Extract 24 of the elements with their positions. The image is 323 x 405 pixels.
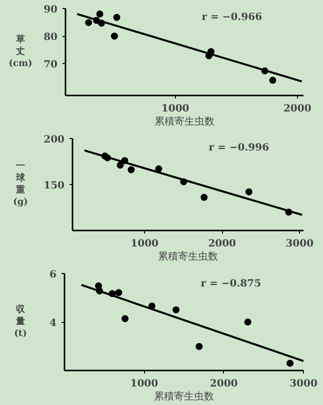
y-axis-title: 一球重(g): [13, 162, 28, 208]
x-axis-title: 累積寄生虫数: [158, 250, 218, 262]
annotation: r = −0.966: [202, 12, 262, 23]
y-tick-label: 150: [44, 180, 65, 192]
y-axis-title: 収量(t): [14, 304, 27, 339]
annotation: r = −0.996: [208, 142, 270, 154]
x-tick-label: 3000: [290, 378, 318, 390]
x-axis-title: 累積寄生虫数: [154, 116, 214, 128]
x-tick-label: 1000: [130, 378, 158, 390]
x-tick-label: 2000: [283, 104, 312, 114]
y-tick-label: 200: [44, 134, 65, 146]
x-axis-title: 累積寄生虫数: [154, 390, 214, 402]
x-tick-label: 1000: [161, 104, 190, 114]
annotation: r = −0.875: [200, 278, 262, 290]
x-tick-label: 2000: [208, 238, 236, 250]
y-tick-label: 70: [44, 60, 58, 71]
y-tick-label: 4: [50, 318, 57, 329]
x-tick-label: 3000: [286, 238, 314, 250]
y-tick-label: 80: [44, 32, 58, 44]
y-tick-label: 90: [44, 4, 58, 16]
y-axis-title: 草丈(cm): [8, 34, 32, 69]
y-tick-label: 6: [50, 270, 57, 280]
x-tick-label: 1000: [130, 238, 159, 250]
x-tick-label: 2000: [210, 378, 238, 390]
